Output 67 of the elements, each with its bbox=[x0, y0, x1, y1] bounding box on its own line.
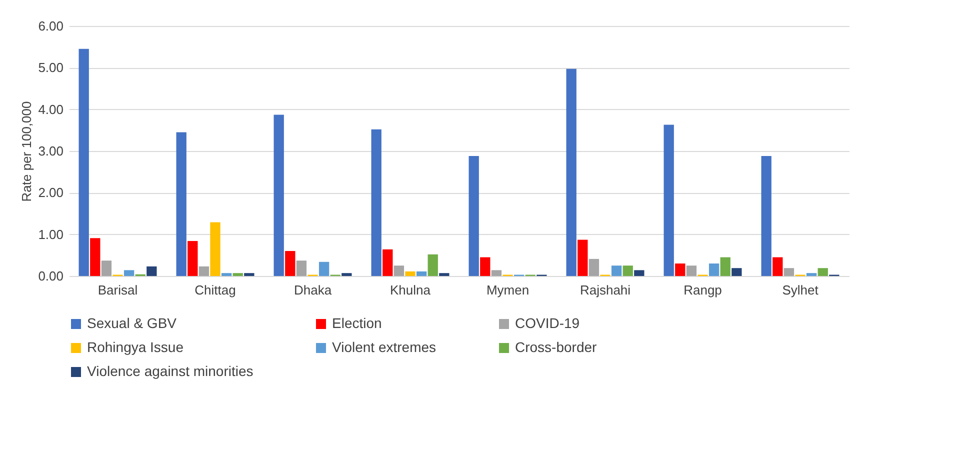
legend-label: Rohingya Issue bbox=[87, 339, 184, 355]
bar bbox=[675, 264, 686, 276]
legend-label: COVID-19 bbox=[515, 315, 580, 331]
y-tick-label: 0.00 bbox=[38, 268, 64, 284]
bar bbox=[634, 270, 644, 276]
x-tick-label: Sylhet bbox=[782, 282, 819, 298]
x-tick-label: Barisal bbox=[98, 282, 138, 298]
bar bbox=[611, 266, 622, 276]
bar bbox=[146, 266, 157, 276]
bar bbox=[732, 268, 742, 276]
bar bbox=[244, 273, 254, 276]
legend-label: Sexual & GBV bbox=[87, 315, 178, 331]
bar bbox=[296, 260, 307, 276]
bar bbox=[761, 156, 772, 276]
legend-label: Violence against minorities bbox=[87, 363, 254, 379]
bar bbox=[90, 238, 100, 276]
bar bbox=[622, 266, 633, 276]
bar bbox=[428, 254, 438, 276]
bar bbox=[578, 240, 588, 276]
bar bbox=[188, 241, 198, 276]
y-axis-title: Rate per 100,000 bbox=[19, 101, 34, 202]
bar bbox=[566, 68, 576, 276]
bar bbox=[720, 257, 730, 276]
x-tick-label: Rangp bbox=[684, 282, 722, 298]
bar bbox=[818, 268, 828, 276]
bar bbox=[772, 257, 783, 276]
y-tick-label: 3.00 bbox=[38, 144, 64, 158]
y-tick-label: 6.00 bbox=[38, 18, 64, 34]
y-tick-label: 1.00 bbox=[38, 226, 64, 242]
bar bbox=[806, 273, 817, 276]
bar bbox=[78, 48, 89, 276]
bar bbox=[405, 271, 416, 276]
bar bbox=[371, 129, 382, 276]
bar bbox=[686, 266, 697, 276]
x-tick-label: Rajshahi bbox=[580, 282, 631, 298]
legend-label: Cross-border bbox=[515, 339, 598, 355]
bar bbox=[124, 270, 134, 276]
bar bbox=[468, 156, 479, 276]
bar bbox=[439, 273, 450, 276]
bar bbox=[416, 271, 427, 276]
bar bbox=[221, 273, 232, 276]
bar bbox=[708, 264, 720, 276]
x-tick-label: Khulna bbox=[390, 282, 432, 298]
bar bbox=[101, 260, 112, 276]
bar bbox=[274, 114, 284, 276]
x-tick-label: Chittag bbox=[194, 282, 236, 298]
legend-label: Violent extremes bbox=[332, 339, 436, 355]
bar bbox=[318, 262, 330, 276]
bar bbox=[232, 273, 243, 276]
bar bbox=[210, 222, 220, 276]
x-tick-label: Mymen bbox=[486, 282, 530, 298]
bar bbox=[198, 266, 210, 276]
bar bbox=[480, 257, 490, 276]
y-tick-label: 5.00 bbox=[38, 60, 64, 76]
y-tick-label: 4.00 bbox=[38, 102, 64, 117]
bar bbox=[664, 124, 674, 276]
bar bbox=[784, 268, 794, 276]
bar bbox=[588, 258, 600, 276]
bar bbox=[382, 249, 393, 276]
bar bbox=[176, 132, 186, 276]
y-tick-label: 2.00 bbox=[38, 185, 64, 200]
bar bbox=[491, 270, 502, 276]
bar bbox=[394, 266, 404, 276]
legend-label: Election bbox=[332, 315, 382, 331]
bar bbox=[342, 273, 352, 276]
bar bbox=[285, 251, 296, 276]
x-tick-label: Dhaka bbox=[294, 282, 332, 298]
